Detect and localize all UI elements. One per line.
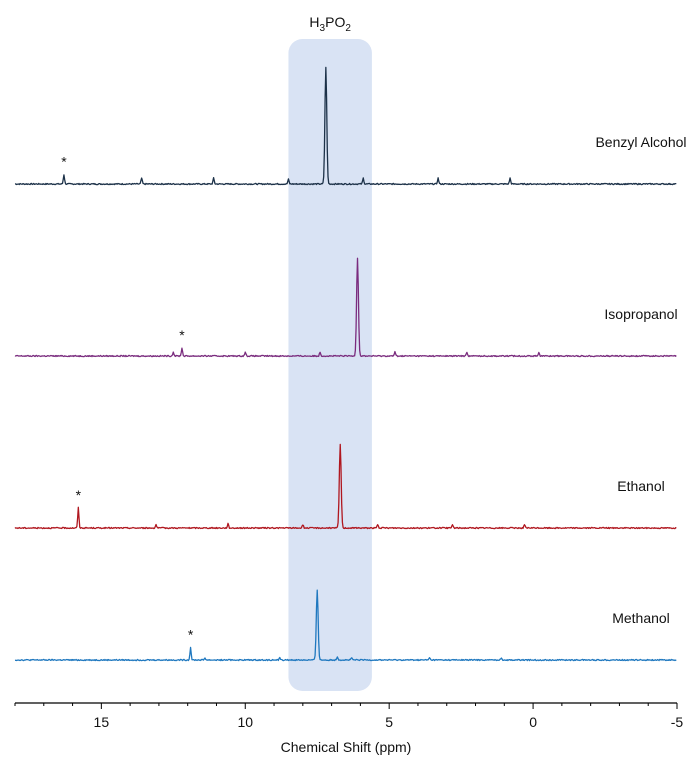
spectra-group: * Benzyl Alcohol * Isopropanol * Ethanol * Meth… — [14, 66, 687, 662]
series-methanol: * Methanol — [14, 589, 677, 662]
series-label: Methanol — [612, 610, 670, 626]
impurity-marker: * — [188, 626, 194, 642]
h3po2-highlight-band — [288, 39, 372, 691]
x-tick-label: 5 — [385, 714, 393, 730]
spectrum-line — [14, 66, 677, 186]
x-axis-title: Chemical Shift (ppm) — [281, 739, 412, 755]
impurity-marker: * — [179, 327, 185, 343]
series-label: Ethanol — [617, 478, 664, 494]
x-tick-label: 15 — [94, 714, 110, 730]
series-label: Isopropanol — [604, 306, 677, 322]
series-ethanol: * Ethanol — [14, 443, 677, 530]
impurity-marker: * — [61, 154, 67, 170]
spectrum-line — [14, 589, 677, 662]
x-axis: 15 10 5 0 -5 — [14, 702, 684, 730]
spectrum-line — [14, 443, 677, 530]
x-tick-label: 0 — [529, 714, 537, 730]
impurity-marker: * — [76, 487, 82, 503]
x-axis-ticks: 15 10 5 0 -5 — [14, 703, 684, 730]
series-benzyl-alcohol: * Benzyl Alcohol — [14, 66, 687, 186]
x-tick-label: 10 — [237, 714, 253, 730]
spectrum-line — [14, 257, 677, 358]
series-isopropanol: * Isopropanol — [14, 257, 678, 358]
x-tick-label: -5 — [671, 714, 684, 730]
h3po2-label: H3PO2 — [309, 14, 351, 34]
series-label: Benzyl Alcohol — [595, 134, 686, 150]
